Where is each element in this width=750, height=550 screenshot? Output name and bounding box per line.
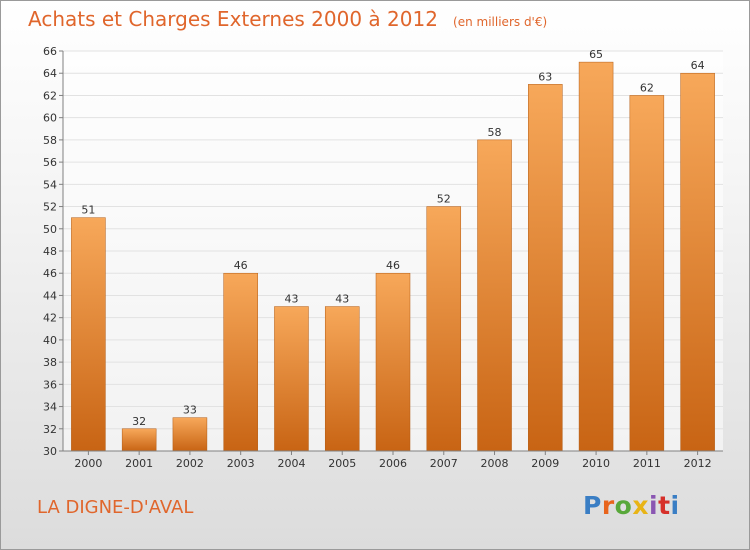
y-tick-label: 42 bbox=[43, 312, 57, 325]
y-tick-label: 50 bbox=[43, 223, 57, 236]
x-tick-label: 2008 bbox=[481, 457, 509, 470]
data-label: 63 bbox=[538, 70, 552, 83]
bar bbox=[375, 272, 411, 452]
title-row: Achats et Charges Externes 2000 à 2012 (… bbox=[28, 7, 547, 31]
proxiti-logo[interactable]: Proxiti bbox=[583, 491, 680, 520]
x-tick-label: 2000 bbox=[74, 457, 102, 470]
bar bbox=[629, 95, 665, 452]
logo-letter: i bbox=[670, 491, 680, 520]
data-label: 58 bbox=[488, 126, 502, 139]
y-tick-label: 44 bbox=[43, 289, 57, 302]
x-tick-label: 2011 bbox=[633, 457, 661, 470]
y-tick-label: 62 bbox=[43, 89, 57, 102]
y-tick-label: 58 bbox=[43, 134, 57, 147]
y-tick-label: 36 bbox=[43, 378, 57, 391]
y-tick-label: 52 bbox=[43, 201, 57, 214]
data-label: 43 bbox=[335, 293, 349, 306]
data-label: 46 bbox=[234, 259, 248, 272]
bar bbox=[121, 428, 157, 452]
data-label: 46 bbox=[386, 259, 400, 272]
data-label: 64 bbox=[691, 59, 705, 72]
bar bbox=[426, 206, 462, 452]
x-tick-label: 2003 bbox=[227, 457, 255, 470]
logo-letter: P bbox=[583, 491, 602, 520]
bar bbox=[223, 272, 258, 452]
bar bbox=[274, 306, 309, 452]
y-tick-label: 66 bbox=[43, 45, 57, 58]
y-tick-label: 34 bbox=[43, 401, 57, 414]
bar bbox=[528, 84, 563, 452]
data-label: 43 bbox=[284, 293, 298, 306]
y-tick-label: 32 bbox=[43, 423, 57, 436]
bar bbox=[578, 61, 614, 452]
y-tick-label: 46 bbox=[43, 267, 57, 280]
x-tick-label: 2006 bbox=[379, 457, 407, 470]
y-tick-label: 40 bbox=[43, 334, 57, 347]
y-tick-label: 30 bbox=[43, 445, 57, 458]
bar bbox=[71, 217, 106, 452]
chart-unit: (en milliers d'€) bbox=[453, 15, 548, 29]
logo-letter: t bbox=[658, 491, 671, 520]
x-tick-label: 2004 bbox=[277, 457, 305, 470]
commune-name: LA DIGNE-D'AVAL bbox=[37, 497, 194, 518]
logo-letter: r bbox=[601, 491, 615, 520]
logo-letter: x bbox=[632, 491, 649, 520]
bar bbox=[680, 72, 715, 452]
y-tick-label: 64 bbox=[43, 67, 57, 80]
x-tick-label: 2001 bbox=[125, 457, 153, 470]
y-tick-label: 48 bbox=[43, 245, 57, 258]
bar bbox=[172, 417, 208, 452]
data-label: 62 bbox=[640, 81, 654, 94]
y-tick-label: 60 bbox=[43, 112, 57, 125]
x-tick-label: 2002 bbox=[176, 457, 204, 470]
data-label: 32 bbox=[132, 415, 146, 428]
x-tick-label: 2012 bbox=[684, 457, 712, 470]
data-label: 65 bbox=[589, 48, 603, 61]
bar bbox=[477, 139, 512, 452]
chart-title: Achats et Charges Externes 2000 à 2012 bbox=[28, 7, 438, 31]
y-tick-label: 54 bbox=[43, 178, 57, 191]
bar bbox=[324, 306, 360, 452]
y-tick-label: 56 bbox=[43, 156, 57, 169]
x-tick-label: 2010 bbox=[582, 457, 610, 470]
x-tick-label: 2009 bbox=[531, 457, 559, 470]
x-tick-label: 2005 bbox=[328, 457, 356, 470]
y-tick-label: 38 bbox=[43, 356, 57, 369]
data-label: 51 bbox=[81, 204, 95, 217]
data-label: 52 bbox=[437, 193, 451, 206]
logo-letter: i bbox=[649, 491, 659, 520]
logo-letter: o bbox=[614, 491, 633, 520]
x-tick-label: 2007 bbox=[430, 457, 458, 470]
data-label: 33 bbox=[183, 404, 197, 417]
